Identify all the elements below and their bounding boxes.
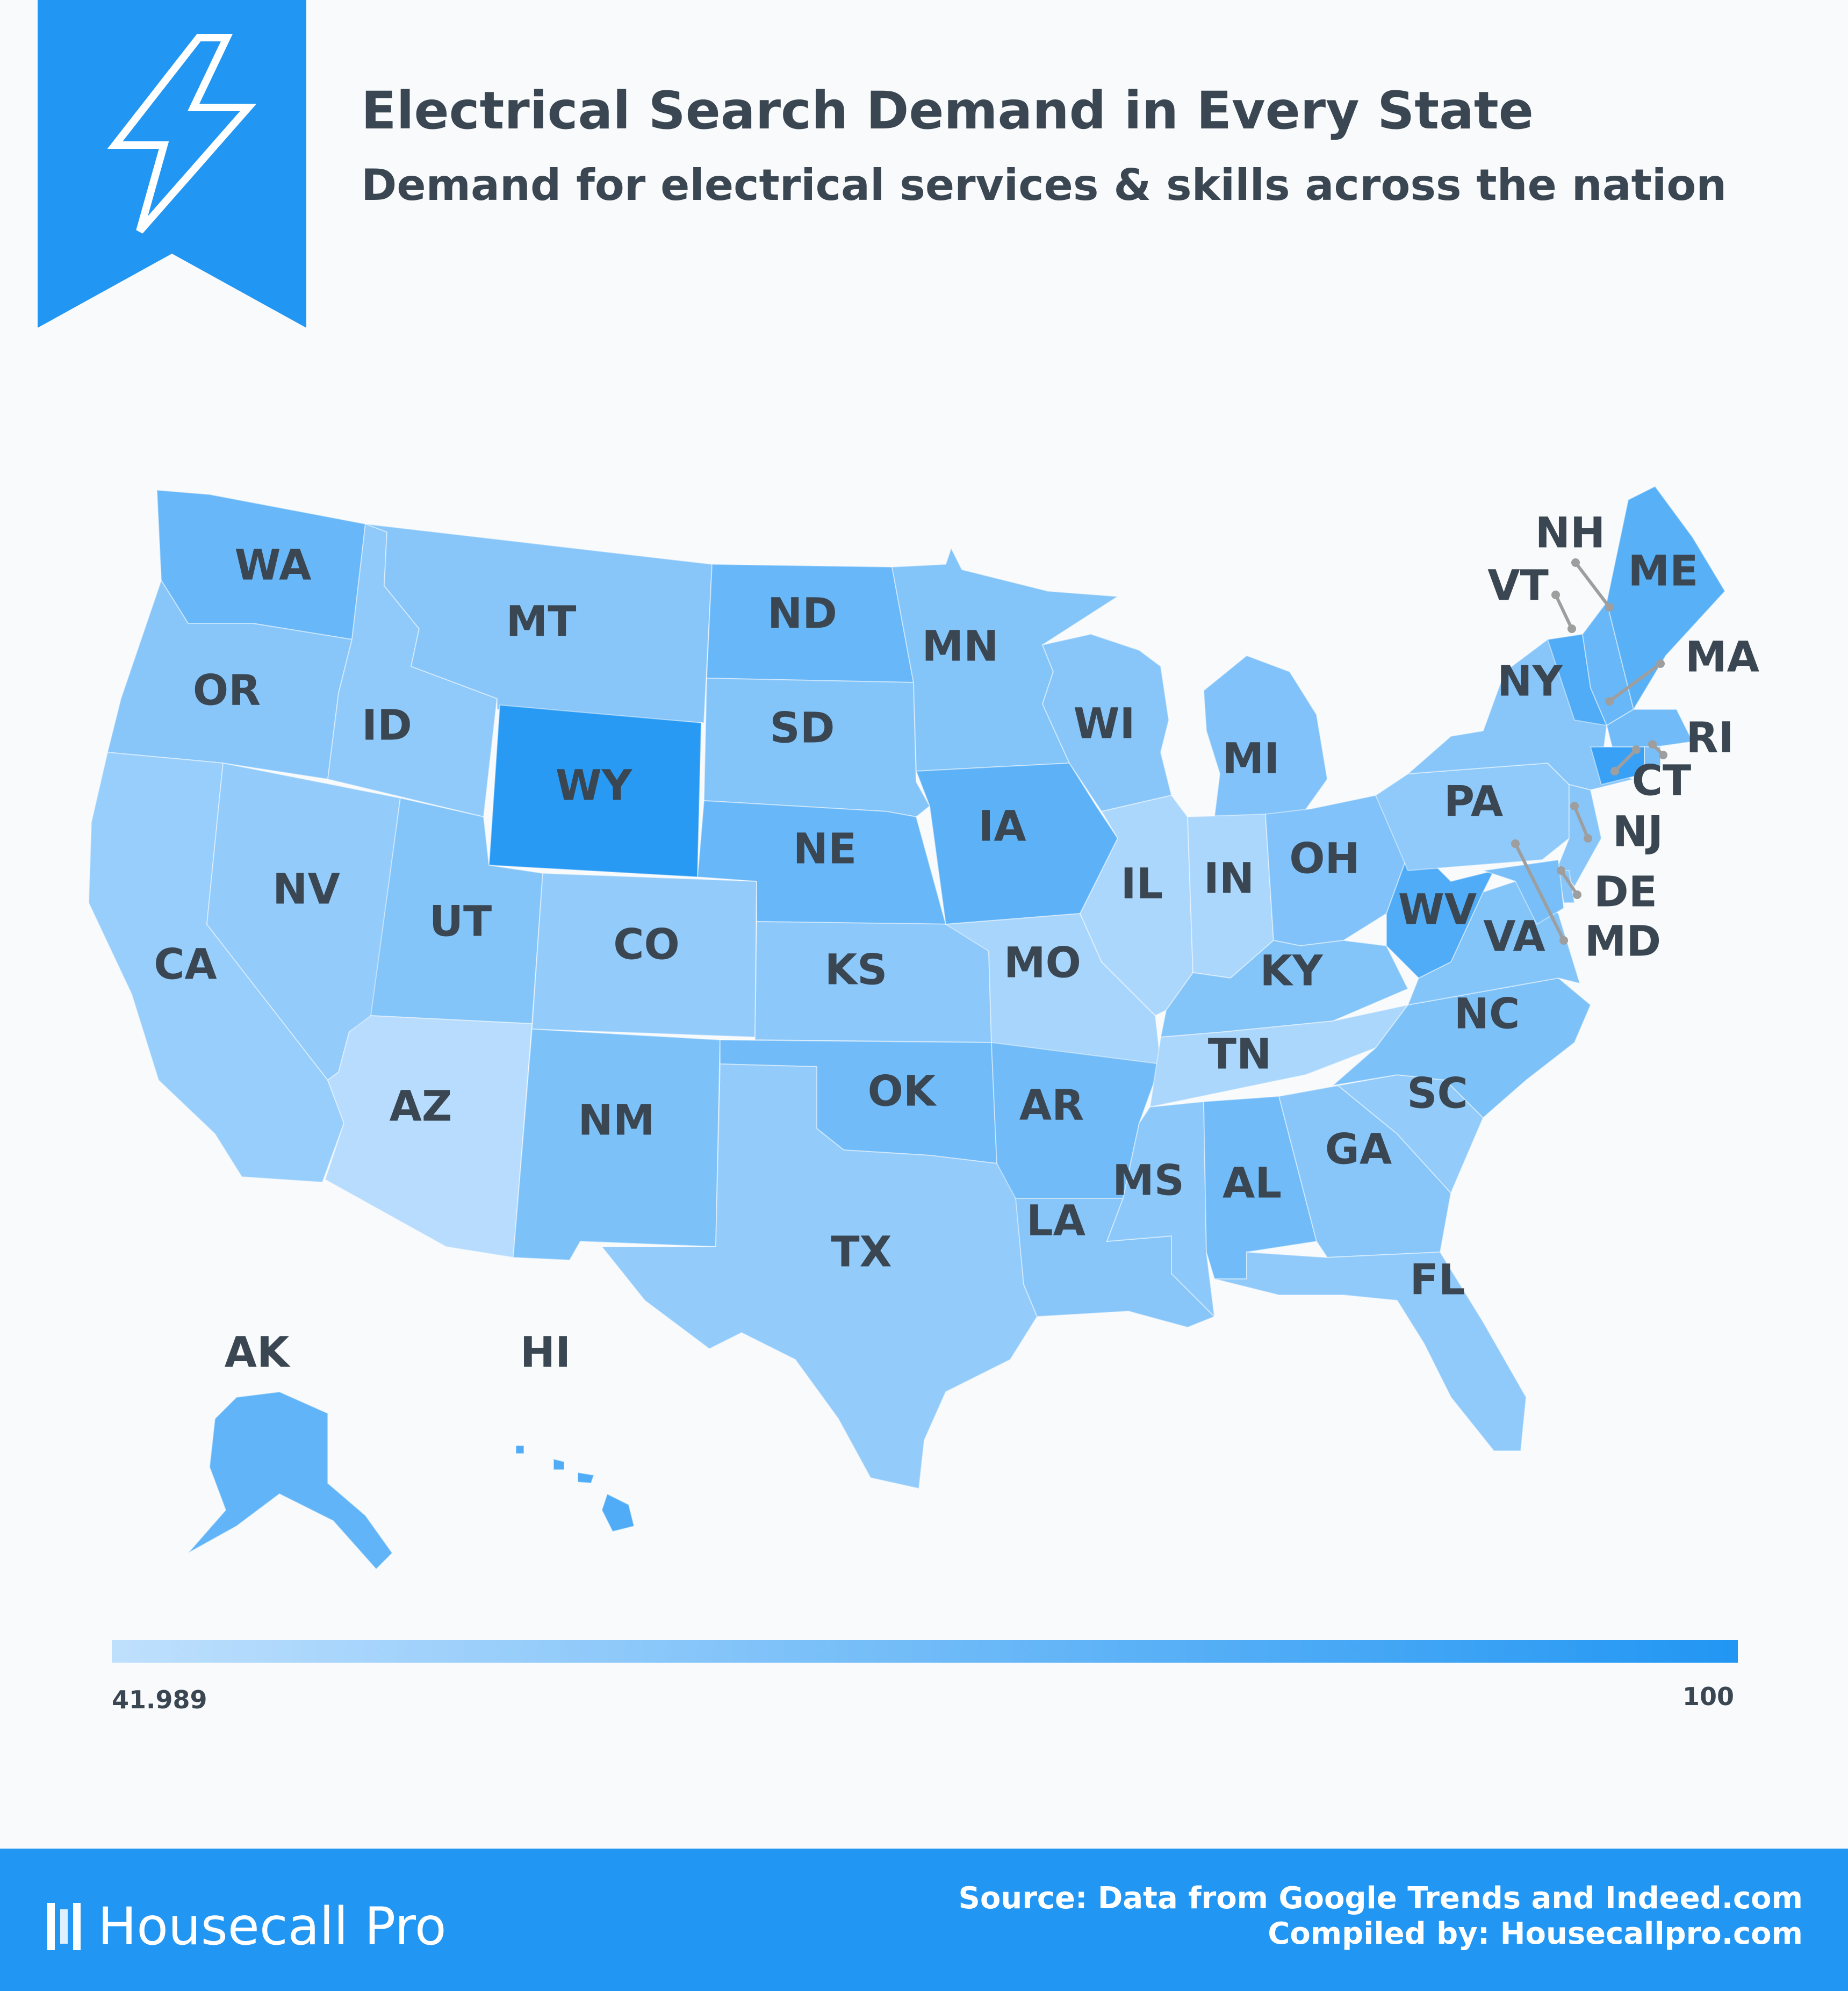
state-shape-nc[interactable]: [1331, 977, 1592, 1119]
state-label-ri: RI: [1686, 714, 1734, 762]
state-shape-de[interactable]: [1557, 870, 1576, 903]
state-label-co: CO: [613, 921, 680, 969]
state-label-ny: NY: [1497, 657, 1563, 706]
leader-line-nh: [1571, 558, 1614, 612]
page-title: Electrical Search Demand in Every State: [361, 81, 1534, 141]
source-line: Source: Data from Google Trends and Inde…: [958, 1881, 1803, 1916]
state-label-la: LA: [1026, 1197, 1085, 1245]
state-label-ky: KY: [1260, 947, 1324, 995]
state-label-ct: CT: [1632, 757, 1691, 805]
state-label-nd: ND: [767, 590, 837, 638]
state-label-nj: NJ: [1613, 808, 1663, 856]
state-shape-ms[interactable]: [1106, 1101, 1216, 1318]
state-label-oh: OH: [1289, 835, 1360, 883]
state-label-mt: MT: [506, 598, 577, 646]
state-label-wi: WI: [1073, 700, 1135, 748]
state-label-nh: NH: [1535, 509, 1606, 557]
state-shape-nj[interactable]: [1557, 784, 1602, 888]
state-label-ms: MS: [1112, 1156, 1184, 1205]
state-shape-wi[interactable]: [1041, 633, 1173, 813]
state-label-mn: MN: [922, 622, 999, 671]
state-label-ga: GA: [1325, 1125, 1392, 1174]
state-label-mo: MO: [1004, 939, 1081, 987]
state-label-ar: AR: [1019, 1081, 1084, 1130]
state-label-nm: NM: [578, 1096, 655, 1145]
leader-line-md: [1511, 839, 1568, 945]
state-shape-il[interactable]: [1079, 794, 1194, 1017]
state-label-ma: MA: [1685, 633, 1759, 681]
state-label-vt: VT: [1487, 562, 1549, 610]
state-label-ks: KS: [825, 946, 888, 994]
leader-line-ct: [1610, 745, 1641, 775]
state-label-tn: TN: [1208, 1030, 1272, 1079]
state-label-wv: WV: [1398, 886, 1477, 934]
state-label-in: IN: [1204, 854, 1254, 903]
state-label-md: MD: [1585, 917, 1661, 966]
state-label-ok: OK: [868, 1067, 937, 1116]
state-label-or: OR: [193, 666, 261, 715]
legend-gradient-bar: [112, 1640, 1738, 1663]
state-label-mi: MI: [1223, 735, 1280, 783]
state-label-wa: WA: [235, 541, 312, 590]
state-label-id: ID: [362, 701, 412, 750]
state-label-de: DE: [1594, 868, 1657, 916]
state-shape-az[interactable]: [324, 1015, 533, 1259]
state-shape-mt[interactable]: [365, 523, 713, 724]
leader-line-ri: [1648, 740, 1667, 759]
page-subtitle: Demand for electrical services & skills …: [361, 160, 1727, 210]
state-label-tx: TX: [831, 1228, 891, 1276]
state-label-sd: SD: [770, 704, 835, 752]
state-shape-mi[interactable]: [1203, 655, 1328, 817]
legend-max-label: 100: [1682, 1682, 1734, 1711]
source-credits: Source: Data from Google Trends and Inde…: [959, 1881, 1803, 1952]
legend-min-label: 41.989: [112, 1685, 207, 1714]
state-label-nv: NV: [272, 865, 340, 914]
state-shape-co[interactable]: [531, 872, 758, 1038]
state-label-ca: CA: [154, 940, 217, 989]
leader-line-de: [1557, 866, 1581, 899]
header-ribbon: [38, 0, 306, 328]
state-label-hi: HI: [520, 1328, 571, 1377]
leader-line-nj: [1570, 802, 1592, 843]
footer-bar: Housecall Pro Source: Data from Google T…: [0, 1849, 1848, 1991]
state-label-nc: NC: [1454, 990, 1520, 1038]
state-label-fl: FL: [1410, 1256, 1465, 1304]
state-shape-hi[interactable]: [515, 1445, 635, 1533]
state-label-ne: NE: [793, 825, 857, 873]
brand-logo: Housecall Pro: [44, 1896, 447, 1957]
state-shape-fl[interactable]: [1214, 1251, 1527, 1451]
state-label-az: AZ: [390, 1082, 452, 1131]
state-label-wy: WY: [556, 761, 633, 810]
state-label-al: AL: [1223, 1159, 1282, 1207]
state-label-ia: IA: [978, 802, 1026, 851]
us-choropleth-map: WA OR CA ID NV MT WY UT AZ CO NM ND SD NE KS OK TX MN IA MO…: [88, 485, 1759, 1570]
state-shape-tx[interactable]: [600, 1063, 1038, 1490]
state-shape-ky[interactable]: [1160, 939, 1409, 1038]
state-shape-ga[interactable]: [1278, 1084, 1452, 1259]
compiled-line: Compiled by: Housecallpro.com: [1268, 1916, 1803, 1951]
state-label-ak: AK: [225, 1328, 291, 1377]
state-label-ut: UT: [429, 897, 492, 946]
state-label-me: ME: [1628, 547, 1699, 595]
lightning-bolt-icon: [107, 34, 257, 234]
brand-name: Housecall Pro: [98, 1896, 447, 1957]
leader-line-ma: [1605, 659, 1665, 706]
state-label-va: VA: [1483, 912, 1545, 961]
state-label-sc: SC: [1407, 1069, 1468, 1118]
state-shape-ak[interactable]: [188, 1391, 393, 1570]
state-label-il: IL: [1121, 860, 1163, 908]
state-shape-me[interactable]: [1606, 485, 1726, 711]
leader-line-vt: [1551, 591, 1576, 633]
housecall-logo-icon: [47, 1903, 81, 1950]
state-label-pa: PA: [1444, 778, 1503, 826]
